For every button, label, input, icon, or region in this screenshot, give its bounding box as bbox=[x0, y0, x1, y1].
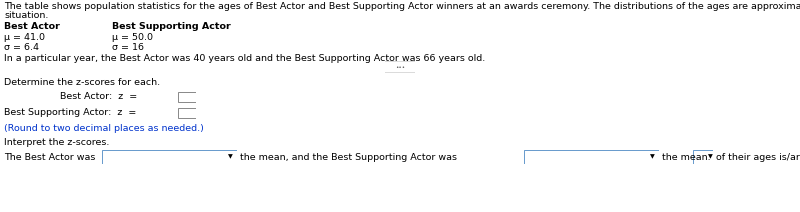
FancyBboxPatch shape bbox=[102, 150, 237, 164]
Text: Best Supporting Actor:  z  =: Best Supporting Actor: z = bbox=[4, 108, 136, 117]
Text: μ = 50.0: μ = 50.0 bbox=[112, 33, 153, 42]
Text: Best Supporting Actor: Best Supporting Actor bbox=[112, 22, 230, 31]
Text: Best Actor:  z  =: Best Actor: z = bbox=[60, 92, 138, 101]
Text: the mean, and the Best Supporting Actor was: the mean, and the Best Supporting Actor … bbox=[240, 153, 457, 162]
Text: ▼: ▼ bbox=[708, 155, 712, 159]
Text: The Best Actor was: The Best Actor was bbox=[4, 153, 95, 162]
FancyBboxPatch shape bbox=[693, 150, 713, 164]
Text: σ = 6.4: σ = 6.4 bbox=[4, 43, 39, 52]
Text: Determine the z-scores for each.: Determine the z-scores for each. bbox=[4, 78, 160, 87]
Text: Interpret the z-scores.: Interpret the z-scores. bbox=[4, 138, 110, 147]
FancyBboxPatch shape bbox=[524, 150, 659, 164]
Text: Best Actor: Best Actor bbox=[4, 22, 60, 31]
FancyBboxPatch shape bbox=[178, 92, 196, 102]
Text: (Round to two decimal places as needed.): (Round to two decimal places as needed.) bbox=[4, 124, 204, 133]
Text: of their ages is/are unusual.: of their ages is/are unusual. bbox=[716, 153, 800, 162]
Text: The table shows population statistics for the ages of Best Actor and Best Suppor: The table shows population statistics fo… bbox=[4, 2, 800, 11]
FancyBboxPatch shape bbox=[178, 108, 196, 118]
Text: situation.: situation. bbox=[4, 11, 48, 20]
Text: ▼: ▼ bbox=[650, 155, 655, 159]
Text: the mean.: the mean. bbox=[662, 153, 710, 162]
Text: •••: ••• bbox=[395, 64, 405, 70]
Text: σ = 16: σ = 16 bbox=[112, 43, 144, 52]
FancyBboxPatch shape bbox=[384, 61, 416, 73]
Text: μ = 41.0: μ = 41.0 bbox=[4, 33, 45, 42]
Text: In a particular year, the Best Actor was 40 years old and the Best Supporting Ac: In a particular year, the Best Actor was… bbox=[4, 54, 486, 63]
Text: ▼: ▼ bbox=[228, 155, 233, 159]
